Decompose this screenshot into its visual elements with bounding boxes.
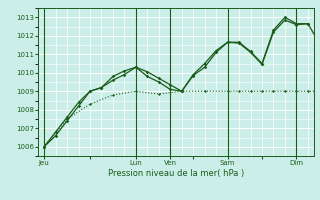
X-axis label: Pression niveau de la mer( hPa ): Pression niveau de la mer( hPa ) <box>108 169 244 178</box>
